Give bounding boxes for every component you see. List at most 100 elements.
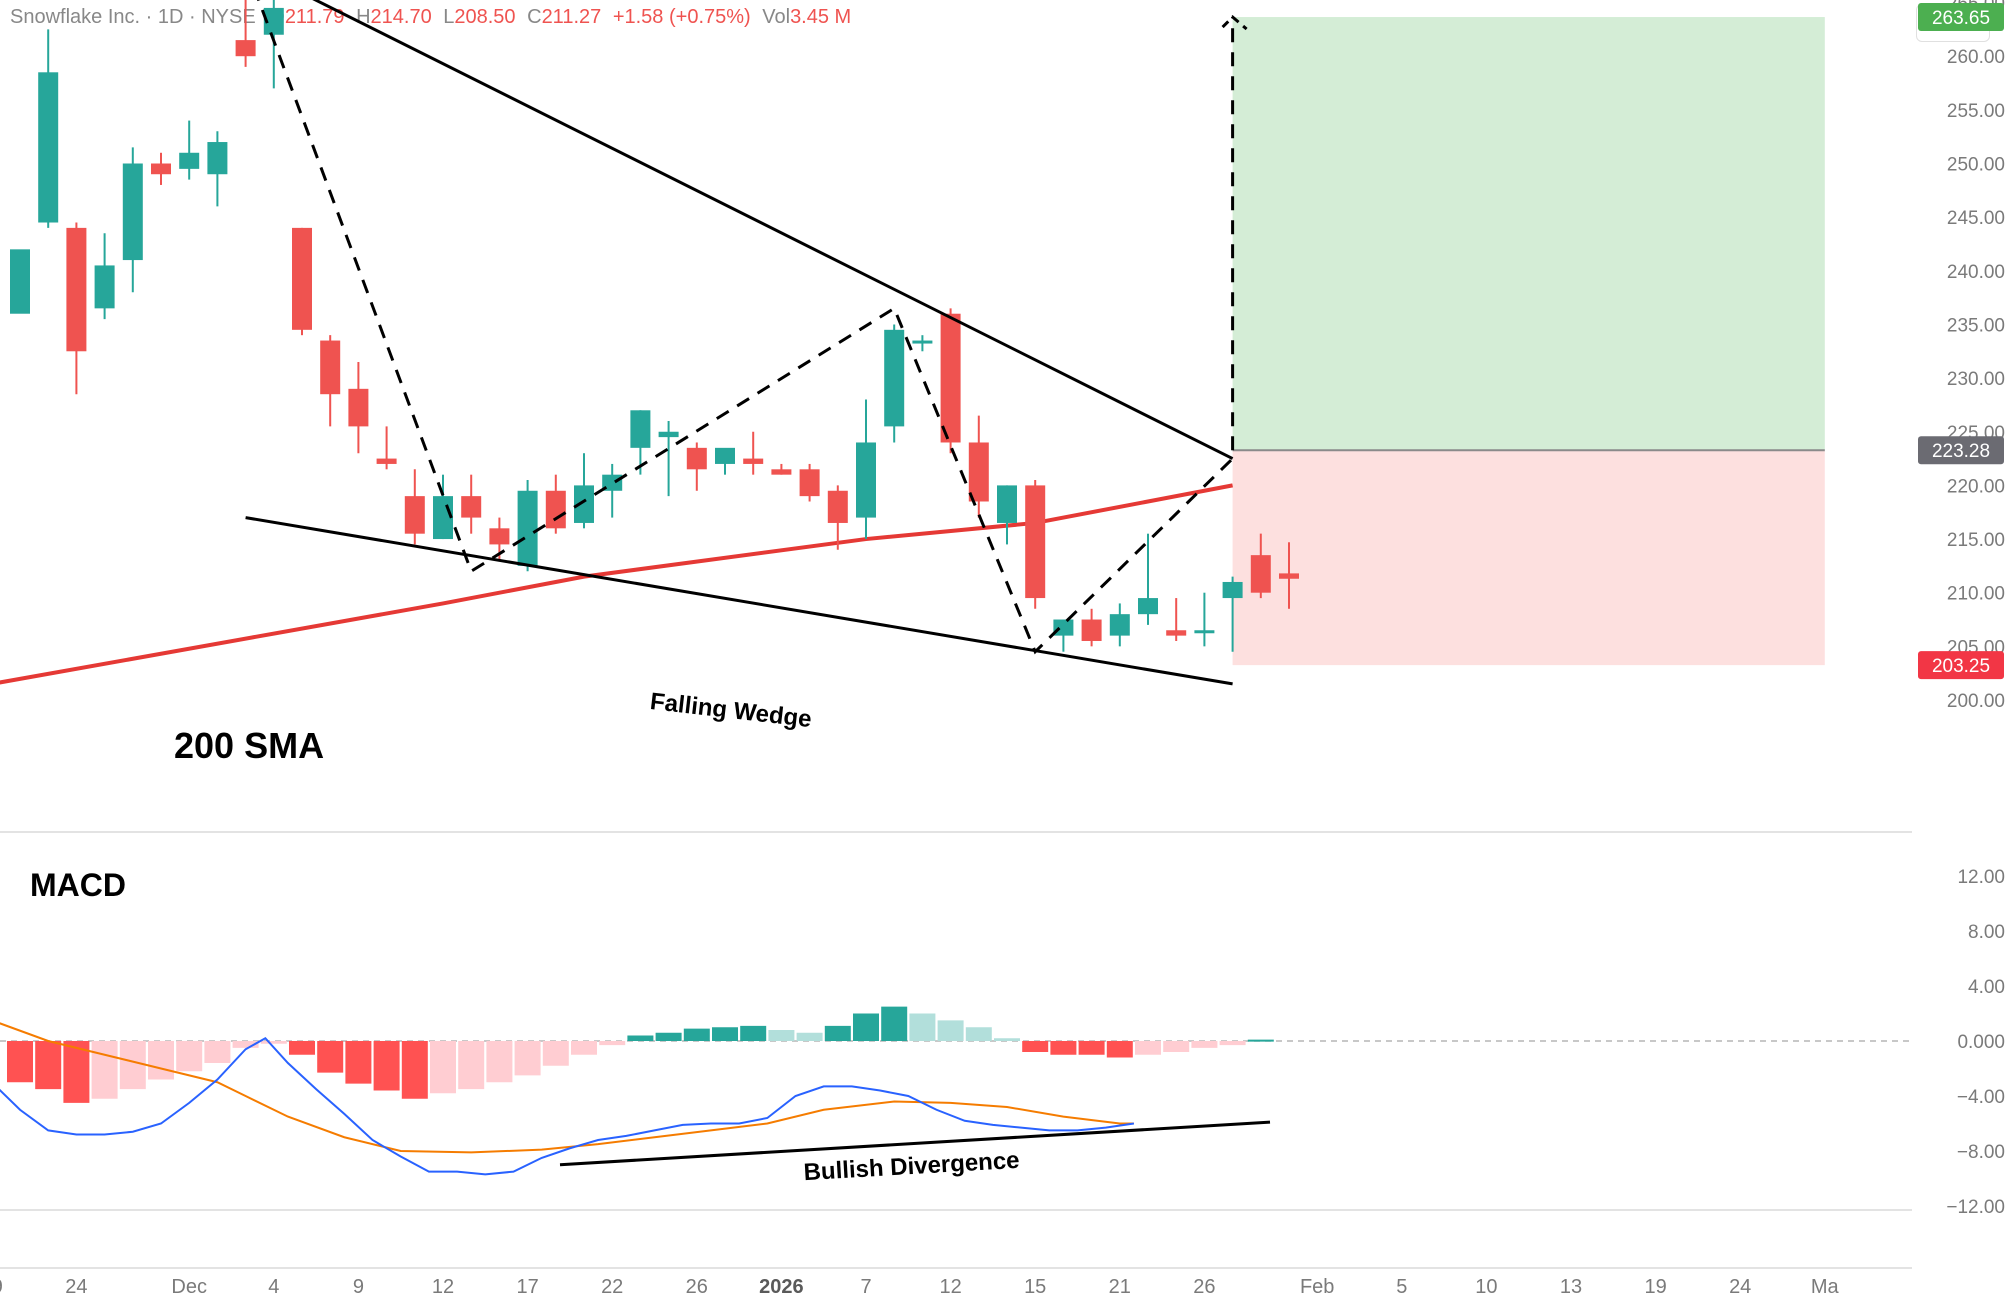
time-tick: 12 <box>939 1276 961 1298</box>
candle <box>1222 576 1243 652</box>
price-tick: 245.00 <box>1947 208 2005 229</box>
macd-histogram-bar <box>712 1027 738 1041</box>
price-tick: 230.00 <box>1947 369 2005 390</box>
candle <box>151 152 171 185</box>
interval[interactable]: 1D <box>157 6 184 28</box>
macd-tick: 12.00 <box>1957 867 2005 888</box>
candle <box>545 474 566 534</box>
candle <box>1166 598 1187 641</box>
candle <box>574 453 594 529</box>
candle-body <box>1194 630 1215 634</box>
candle-body <box>1109 614 1130 636</box>
time-tick: 24 <box>65 1276 87 1298</box>
time-tick: Dec <box>171 1276 207 1298</box>
wedge-lower-line <box>245 516 1233 686</box>
time-tick: 9 <box>353 1276 364 1298</box>
macd-histogram-bar <box>345 1041 372 1084</box>
candle <box>771 463 792 475</box>
time-tick: 26 <box>686 1276 708 1298</box>
price-axis[interactable]: 200.00205.00210.00215.00220.00225.00230.… <box>1947 0 2005 712</box>
candle-body <box>602 474 623 491</box>
candle-body <box>630 410 651 448</box>
candles-layer <box>10 0 1299 652</box>
macd-histogram-bar <box>824 1025 851 1041</box>
time-tick: 5 <box>1396 1276 1407 1298</box>
time-tick: 2026 <box>759 1276 804 1298</box>
symbol-name[interactable]: Snowflake Inc. <box>10 6 141 28</box>
candle <box>1138 533 1158 625</box>
sma-200-line <box>0 483 1233 685</box>
candle-body <box>968 442 989 502</box>
candle-body <box>235 40 256 57</box>
candle <box>10 249 30 314</box>
candle-body <box>517 490 538 566</box>
candle <box>1025 480 1046 609</box>
candle-body <box>686 447 707 470</box>
trade-zones <box>1232 17 1825 666</box>
candle-body <box>10 249 30 314</box>
candle <box>1109 603 1130 647</box>
time-axis[interactable]: 19 24 Dec 4 9 12 17 22 26 2026 7 12 15 21 26 Feb 5 10 13 19… <box>0 1276 1840 1298</box>
candle-body <box>263 7 284 35</box>
annotation-falling-wedge: Falling Wedge <box>649 688 813 733</box>
macd-histogram-bar <box>655 1032 682 1041</box>
time-tick: 4 <box>268 1276 279 1298</box>
macd-histogram-bar <box>1163 1041 1190 1052</box>
candle <box>348 362 369 454</box>
macd-histogram-bar <box>740 1025 767 1041</box>
macd-histogram-bar <box>458 1041 485 1090</box>
price-tick: 235.00 <box>1947 315 2005 336</box>
candle <box>856 399 876 540</box>
candle <box>827 485 848 550</box>
macd-histogram-bar <box>881 1006 908 1041</box>
sma-layer <box>0 483 1233 685</box>
macd-histogram-bar <box>1078 1041 1105 1055</box>
candle-body <box>658 431 679 438</box>
candle-body <box>856 442 876 518</box>
macd-axis[interactable]: 12.00 8.00 4.00 0.000 −4.00 −8.00 −12.00 <box>1946 867 2005 1218</box>
candle <box>66 222 87 395</box>
low-label: L <box>443 6 455 28</box>
macd-histogram-bar <box>232 1041 259 1048</box>
candle-body <box>66 227 87 352</box>
candle <box>320 335 341 427</box>
candle-body <box>574 485 594 523</box>
macd-histogram-bar <box>176 1041 203 1072</box>
price-tick: 215.00 <box>1947 530 2005 551</box>
candle <box>122 147 143 293</box>
macd-histogram-bar <box>119 1041 146 1090</box>
candle-body <box>1081 619 1102 641</box>
time-tick: 21 <box>1109 1276 1131 1298</box>
macd-histogram-bar <box>542 1041 569 1066</box>
candle-body <box>912 340 933 344</box>
price-tag: 203.25 <box>1918 651 2004 680</box>
price-tag-bg <box>1918 651 2004 680</box>
candle-body <box>1279 573 1299 579</box>
candle-body <box>404 496 425 534</box>
high-value: 214.70 <box>370 6 432 28</box>
candle-body <box>799 469 820 497</box>
macd-histogram-bar <box>627 1035 654 1041</box>
volume-label: Vol <box>762 6 791 28</box>
candle-body <box>940 313 961 443</box>
price-tag-bg <box>1918 436 2004 465</box>
price-tags: 263.65 223.28 203.25 <box>1918 3 2004 680</box>
macd-histogram-bar <box>1219 1041 1246 1046</box>
time-tick: 7 <box>860 1276 871 1298</box>
candle <box>940 308 961 454</box>
candle-body <box>489 528 510 545</box>
macd-histogram-bar <box>994 1038 1020 1041</box>
candle-body <box>376 458 397 464</box>
candle <box>263 0 284 89</box>
candle-body <box>997 485 1017 523</box>
exchange: NYSE <box>201 6 256 28</box>
candle <box>686 442 707 491</box>
target-arrowhead <box>1221 14 1248 31</box>
wave-dashed-path <box>257 0 1234 655</box>
price-tick: 255.00 <box>1947 101 2005 122</box>
macd-histogram-bar <box>373 1041 400 1091</box>
macd-tick: −4.00 <box>1957 1087 2005 1108</box>
macd-line <box>0 1036 1135 1176</box>
macd-histogram-bar <box>853 1013 879 1041</box>
